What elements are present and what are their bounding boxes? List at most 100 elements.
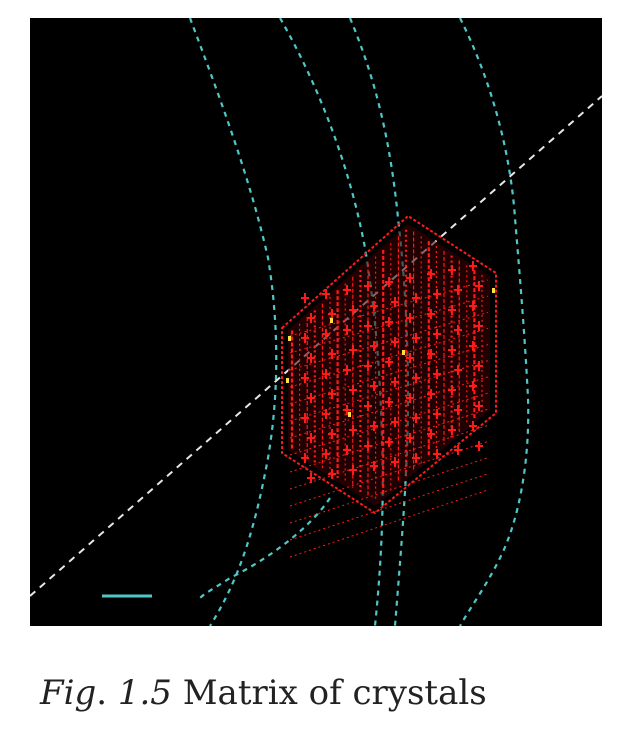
crystal-cell: [328, 469, 336, 479]
crystal-cell: [391, 377, 399, 387]
crystal-cell: [370, 461, 378, 471]
crystal-cell: [469, 381, 477, 391]
crystal-cell: [412, 413, 420, 423]
crystal-cell: [454, 285, 462, 295]
crystal-cell: [448, 425, 456, 435]
crystal-cell: [469, 341, 477, 351]
crystal-cell: [412, 293, 420, 303]
crystal-cell: [301, 413, 309, 423]
crystal-cell: [427, 389, 435, 399]
crystal-cell: [307, 433, 315, 443]
crystal-cell: [343, 325, 351, 335]
crystal-cell: [328, 389, 336, 399]
crystal-cell: [328, 429, 336, 439]
crystal-cell: [328, 309, 336, 319]
crystal-cell: [328, 349, 336, 359]
crystal-cell: [406, 273, 414, 283]
crystal-cell: [322, 369, 330, 379]
crystal-cell: [307, 353, 315, 363]
crystal-cell: [433, 369, 441, 379]
crystal-hit: [288, 336, 291, 341]
crystal-cell: [406, 353, 414, 363]
crystal-cell: [427, 429, 435, 439]
crystal-cell: [322, 329, 330, 339]
crystal-cell: [322, 449, 330, 459]
crystal-cell: [406, 393, 414, 403]
crystal-cell: [343, 365, 351, 375]
simulation-figure: [30, 18, 602, 626]
crystal-hit: [402, 350, 405, 355]
crystal-cell: [364, 321, 372, 331]
crystal-row: [289, 311, 489, 371]
crystal-cell: [412, 373, 420, 383]
crystal-cell: [448, 305, 456, 315]
crystal-cell: [301, 333, 309, 343]
crystal-cell: [454, 445, 462, 455]
crystal-cell: [385, 317, 393, 327]
crystal-cell: [349, 345, 357, 355]
crystal-cell: [469, 261, 477, 271]
crystal-cell: [412, 333, 420, 343]
crystal-cell: [475, 281, 483, 291]
crystal-hit: [492, 288, 495, 293]
crystal-cell: [370, 341, 378, 351]
crystal-cell: [385, 357, 393, 367]
crystal-cell: [448, 345, 456, 355]
crystal-cell: [370, 421, 378, 431]
crystal-cell: [475, 321, 483, 331]
crystal-cell: [349, 305, 357, 315]
crystal-cell: [475, 401, 483, 411]
crystal-cell: [385, 277, 393, 287]
particle-track: [188, 18, 278, 626]
crystal-cell: [427, 349, 435, 359]
crystal-cell: [454, 325, 462, 335]
caption-separator: .: [96, 673, 108, 713]
crystal-cell: [385, 437, 393, 447]
crystal-cell: [343, 285, 351, 295]
crystal-cell: [301, 453, 309, 463]
crystal-cell: [391, 457, 399, 467]
crystal-hit: [330, 318, 333, 323]
crystal-cell: [370, 381, 378, 391]
crystal-cell: [301, 373, 309, 383]
crystal-cell: [364, 441, 372, 451]
crystal-cell: [406, 433, 414, 443]
crystal-cell: [391, 417, 399, 427]
particle-track: [459, 18, 530, 626]
crystal-cell: [307, 313, 315, 323]
crystal-cell: [364, 281, 372, 291]
crystal-cell: [364, 361, 372, 371]
crystal-cell: [385, 397, 393, 407]
crystal-cell: [322, 409, 330, 419]
caption-text: Matrix of crystals: [171, 673, 487, 713]
crystal-cell: [433, 449, 441, 459]
crystal-cell: [391, 297, 399, 307]
crystal-row: [289, 295, 489, 354]
crystal-cell: [469, 421, 477, 431]
crystal-hit: [348, 412, 351, 417]
crystal-cell: [322, 289, 330, 299]
caption-number: 1.5: [107, 673, 172, 713]
particle-track: [279, 18, 384, 626]
crystal-cell: [349, 425, 357, 435]
crystal-cell: [427, 269, 435, 279]
crystal-cell: [454, 365, 462, 375]
crystal-cell: [349, 465, 357, 475]
crystal-cell: [343, 405, 351, 415]
crystal-cell: [364, 401, 372, 411]
crystal-cell: [469, 301, 477, 311]
crystal-matrix: [281, 214, 497, 558]
crystal-cell: [307, 473, 315, 483]
crystal-outline: [281, 214, 497, 515]
caption-label: Fig: [40, 673, 97, 713]
figure-caption: Fig. 1.5 Matrix of crystals: [40, 676, 487, 710]
crystal-cell: [427, 309, 435, 319]
crystal-cell: [454, 405, 462, 415]
crystal-cell: [391, 337, 399, 347]
crystal-cell: [406, 313, 414, 323]
crystal-cell: [412, 453, 420, 463]
crystal-cell: [433, 409, 441, 419]
crystal-cell: [370, 301, 378, 311]
crystal-cell: [475, 361, 483, 371]
crystal-cell: [433, 289, 441, 299]
